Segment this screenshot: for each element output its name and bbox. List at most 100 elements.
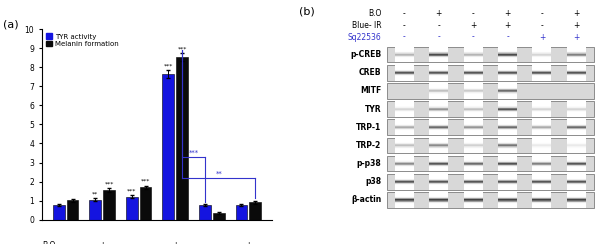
Bar — [532, 146, 551, 147]
Bar — [395, 107, 414, 108]
Bar — [532, 72, 551, 73]
Bar — [463, 107, 483, 108]
Bar — [532, 107, 551, 108]
Bar — [498, 47, 517, 48]
Bar — [532, 164, 551, 165]
Bar — [395, 185, 414, 186]
Bar — [429, 195, 448, 196]
Bar — [429, 164, 448, 165]
Bar — [463, 109, 483, 110]
Bar — [463, 197, 483, 198]
Bar — [429, 175, 448, 176]
Bar — [463, 56, 483, 57]
Bar — [429, 54, 448, 55]
Bar — [567, 68, 586, 69]
Bar — [498, 69, 517, 70]
Bar — [532, 124, 551, 125]
Bar — [463, 94, 483, 95]
Bar — [567, 193, 586, 194]
Bar — [532, 107, 551, 108]
Bar — [429, 105, 448, 106]
Bar — [395, 127, 414, 128]
Bar — [567, 70, 586, 71]
Bar — [395, 70, 414, 71]
Bar — [429, 160, 448, 161]
Bar — [429, 192, 448, 193]
Bar — [567, 192, 586, 193]
Bar — [395, 193, 414, 194]
Bar — [532, 184, 551, 185]
Bar — [463, 163, 483, 164]
Text: B.O: B.O — [368, 9, 382, 18]
Bar — [463, 188, 483, 189]
Bar — [532, 67, 551, 68]
Text: Blue- IR: Blue- IR — [352, 21, 382, 30]
Bar — [395, 186, 414, 187]
Bar — [395, 133, 414, 134]
Bar — [498, 142, 517, 143]
Bar — [532, 68, 551, 69]
Bar — [498, 148, 517, 149]
Bar — [567, 72, 586, 73]
Bar — [463, 124, 483, 125]
Text: -: - — [472, 9, 475, 18]
Bar — [463, 205, 483, 206]
Bar — [567, 170, 586, 171]
Bar — [429, 134, 448, 135]
Bar — [498, 115, 517, 116]
Bar — [429, 151, 448, 152]
Bar — [498, 157, 517, 158]
Bar — [395, 104, 414, 105]
Bar — [429, 113, 448, 114]
Bar — [532, 65, 551, 66]
Bar — [498, 73, 517, 74]
Bar — [463, 182, 483, 183]
Bar — [429, 66, 448, 67]
Bar — [532, 164, 551, 165]
Bar — [532, 138, 551, 139]
Bar — [463, 166, 483, 167]
Bar — [463, 174, 483, 175]
Bar — [463, 93, 483, 94]
Bar — [429, 162, 448, 163]
Bar — [463, 49, 483, 50]
Bar — [498, 87, 517, 88]
Bar — [395, 134, 414, 135]
Bar — [395, 200, 414, 201]
Bar — [395, 122, 414, 123]
Text: β-actin: β-actin — [351, 195, 382, 204]
Text: (a): (a) — [3, 19, 19, 29]
Bar — [463, 116, 483, 117]
Bar — [532, 176, 551, 177]
Bar — [429, 147, 448, 148]
Bar — [395, 160, 414, 161]
Bar — [395, 139, 414, 140]
Bar — [395, 103, 414, 104]
Bar — [532, 52, 551, 53]
Bar — [463, 83, 483, 84]
Bar — [429, 49, 448, 50]
Bar — [532, 148, 551, 149]
Bar — [429, 148, 448, 149]
Bar — [567, 123, 586, 124]
Bar — [388, 101, 593, 117]
Bar — [567, 120, 586, 121]
Bar — [498, 149, 517, 150]
Bar — [395, 121, 414, 122]
Bar — [532, 143, 551, 144]
Bar — [567, 183, 586, 184]
Bar — [498, 176, 517, 177]
Bar — [463, 133, 483, 134]
Bar — [498, 160, 517, 161]
Bar — [395, 50, 414, 51]
Bar — [429, 161, 448, 162]
Bar — [429, 125, 448, 126]
Bar — [429, 101, 448, 102]
Bar — [567, 142, 586, 143]
Bar — [498, 148, 517, 149]
Bar — [532, 121, 551, 122]
Bar — [498, 202, 517, 203]
Bar — [429, 178, 448, 179]
Bar — [532, 166, 551, 167]
Bar — [567, 74, 586, 75]
